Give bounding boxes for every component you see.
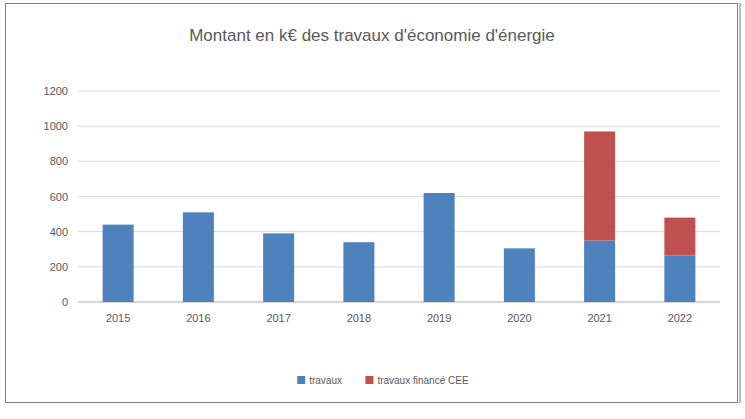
x-tick-label: 2022: [668, 312, 692, 324]
x-axis-line: [78, 302, 720, 303]
y-tick-label: 200: [50, 261, 68, 273]
legend-label: travaux: [309, 375, 342, 386]
bar: [424, 192, 455, 193]
legend-label: travaux financé CEE: [377, 375, 468, 386]
bar: [664, 218, 695, 256]
grid-line: [78, 161, 720, 162]
grid-line: [78, 266, 720, 267]
grid-line: [78, 91, 720, 92]
bars: [103, 131, 696, 302]
grid-line: [78, 231, 720, 232]
x-tick-label: 2021: [587, 312, 611, 324]
y-tick-label: 1000: [44, 120, 68, 132]
bar: [584, 240, 615, 302]
bar: [103, 224, 134, 225]
frame-edge: [740, 3, 741, 403]
y-tick-label: 1200: [44, 85, 68, 97]
legend-swatch: [297, 376, 305, 384]
bar: [343, 242, 374, 243]
x-tick-label: 2015: [106, 312, 130, 324]
grid-line: [78, 196, 720, 197]
y-tick-label: 800: [50, 155, 68, 167]
y-tick-label: 400: [50, 226, 68, 238]
x-tick-label: 2019: [427, 312, 451, 324]
chart-container: Montant en k€ des travaux d'économie d'é…: [0, 0, 745, 419]
bar: [263, 233, 294, 302]
bar: [584, 131, 615, 240]
bar: [424, 193, 455, 302]
bar: [504, 248, 535, 302]
bar: [343, 242, 374, 302]
bar: [263, 233, 294, 234]
grid-line: [78, 126, 720, 127]
x-tick-label: 2016: [186, 312, 210, 324]
bar: [664, 255, 695, 302]
x-tick-label: 2018: [347, 312, 371, 324]
legend-swatch: [365, 376, 373, 384]
grid-line: [78, 302, 720, 303]
bar: [183, 212, 214, 302]
chart-title: Montant en k€ des travaux d'économie d'é…: [189, 26, 555, 45]
y-tick-label: 0: [62, 296, 68, 308]
x-tick-label: 2020: [507, 312, 531, 324]
legend: travaux travaux financé CEE: [297, 375, 469, 386]
bar: [103, 225, 134, 302]
bar: [504, 248, 535, 249]
chart-frame: [6, 4, 738, 403]
y-tick-label: 600: [50, 191, 68, 203]
chart-svg: Montant en k€ des travaux d'économie d'é…: [0, 0, 745, 419]
x-tick-label: 2017: [266, 312, 290, 324]
bar: [183, 212, 214, 213]
